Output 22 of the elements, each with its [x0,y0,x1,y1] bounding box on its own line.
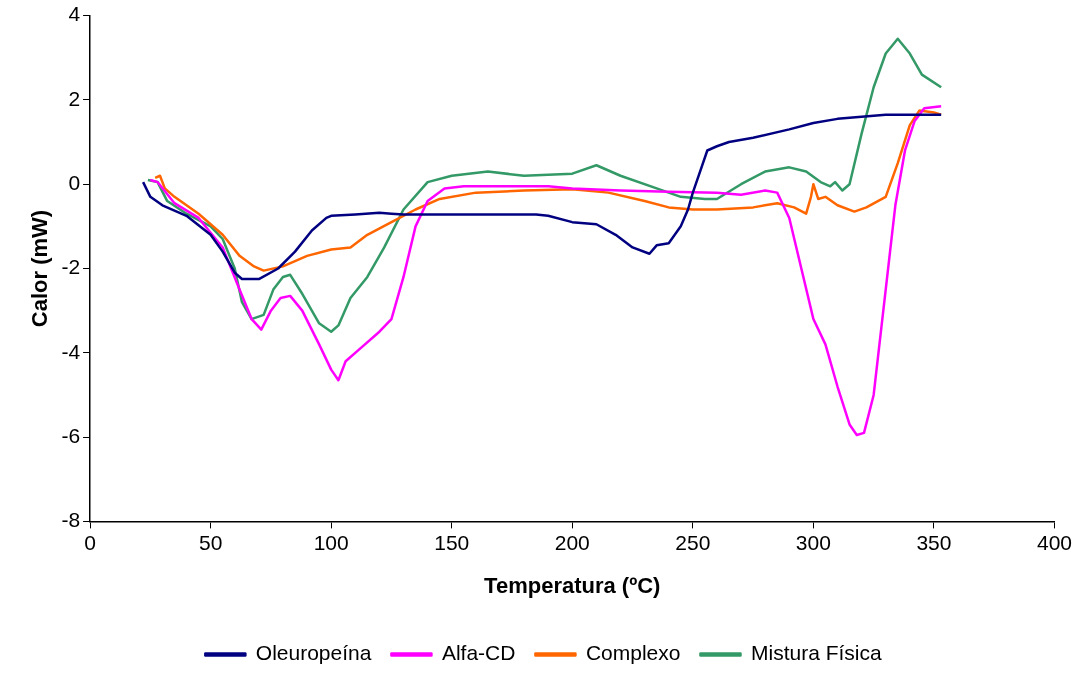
x-tick-label: 400 [1036,530,1072,554]
x-tick-label: 250 [675,530,711,554]
legend-label: Oleuropeína [255,641,372,665]
x-axis-title: Temperatura (ºC) [484,572,661,598]
y-tick-label: -4 [61,339,81,363]
y-tick-label: -8 [61,508,81,532]
x-tick-label: 0 [84,530,96,554]
y-tick-label: -2 [61,255,81,279]
y-tick-label: 4 [68,2,81,26]
x-tick-label: 150 [434,530,470,554]
x-tick-label: 100 [313,530,349,554]
x-tick-label: 200 [554,530,590,554]
y-tick-label: -6 [61,423,81,447]
legend-label: Mistura Física [750,641,882,665]
y-tick-label: 0 [68,171,81,194]
y-axis-title: Calor (mW) [27,209,53,328]
y-tick-label: 2 [68,86,81,110]
legend-label: Complexo [585,641,681,665]
x-tick-label: 50 [198,530,223,554]
x-tick-label: 350 [916,530,952,554]
legend-label: Alfa-CD [441,641,516,665]
x-tick-label: 300 [795,530,831,554]
